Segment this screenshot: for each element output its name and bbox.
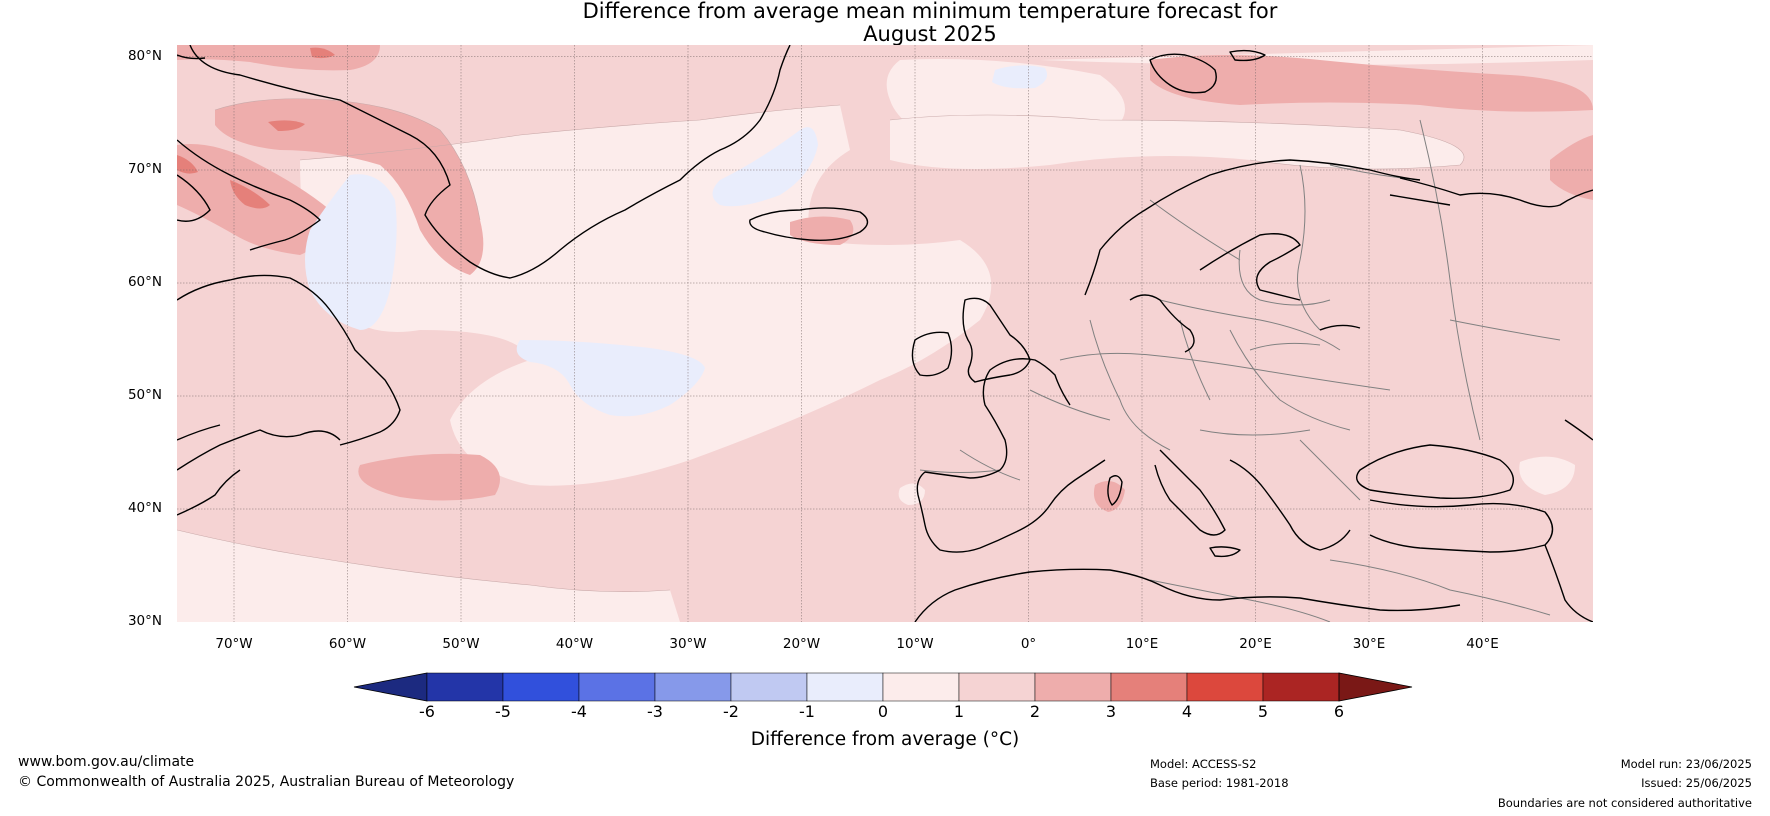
colorbar-tick: 5 [1257, 702, 1269, 721]
anomaly-region-3-4 [310, 47, 335, 59]
country-borders [919, 119, 1561, 622]
colorbar-tick: 6 [1333, 702, 1345, 721]
colorbar-segment [1262, 672, 1340, 702]
lat-label-40n: 40°N [127, 500, 162, 516]
coast-north-africa [914, 568, 1461, 622]
anomaly-region-0-1 [1519, 456, 1575, 495]
anomaly-region-0-1 [890, 115, 1464, 169]
colorbar-over-extension [1338, 672, 1413, 702]
coast-western-europe [916, 358, 1106, 553]
anomaly-region-2-3 [215, 98, 484, 275]
colorbar-tick: -6 [419, 702, 435, 721]
contour-lines [177, 98, 1465, 592]
colorbar-tick: -5 [495, 702, 511, 721]
lat-label-70n: 70°N [127, 161, 162, 177]
colorbar-segment [578, 672, 656, 702]
colorbar-segment [1034, 672, 1112, 702]
footer-base-period: Base period: 1981-2018 [1150, 776, 1289, 790]
coast-scandinavia [1084, 159, 1421, 296]
colorbar-tick: 2 [1029, 702, 1041, 721]
lon-label-0: 0° [1020, 636, 1037, 652]
colorbar-segment [730, 672, 808, 702]
colorbar-tick: -1 [799, 702, 815, 721]
footer-model: Model: ACCESS-S2 [1150, 757, 1257, 771]
colorbar-under-extension [353, 672, 428, 702]
anomaly-region-minus1-0 [992, 65, 1048, 89]
colorbar-tick: 4 [1181, 702, 1193, 721]
anomaly-region-minus1-0 [712, 127, 818, 207]
lat-label-30n: 30°N [127, 613, 162, 629]
colorbar-segment [882, 672, 960, 702]
anomaly-region-2-3 [790, 216, 854, 245]
lon-label-30e: 30°E [1352, 636, 1386, 652]
graticule [177, 45, 1593, 622]
coast-great-britain [962, 297, 1031, 383]
coast-baffin [177, 139, 321, 251]
footer-issued: Issued: 25/06/2025 [1641, 776, 1752, 790]
anomaly-region-3-4 [177, 155, 198, 174]
colorbar-tick: 1 [953, 702, 965, 721]
anomaly-region-minus1-0 [516, 340, 705, 417]
coast-caspian [1564, 419, 1593, 441]
lon-label-50w: 50°W [442, 636, 480, 652]
title-line-2: August 2025 [863, 22, 997, 46]
lon-label-40e: 40°E [1466, 636, 1499, 652]
coast-black-sea [1356, 444, 1514, 499]
colorbar-segment [502, 672, 580, 702]
map-area [177, 45, 1593, 622]
colorbar-tick: -3 [647, 702, 663, 721]
lon-label-10w: 10°W [896, 636, 934, 652]
anomaly-region-minus1-0 [305, 174, 397, 330]
footer-model-run: Model run: 23/06/2025 [1620, 757, 1752, 771]
lon-label-20w: 20°W [782, 636, 821, 652]
coast-ireland [911, 331, 953, 377]
colorbar-tick: -4 [571, 702, 587, 721]
footer-copyright: © Commonwealth of Australia 2025, Austra… [18, 774, 515, 790]
anomaly-region-0-1 [898, 483, 925, 505]
footer-disclaimer: Boundaries are not considered authoritat… [1497, 796, 1752, 810]
lon-label-30w: 30°W [669, 636, 707, 652]
coast-svalbard [1149, 53, 1217, 94]
colorbar-tick: 0 [877, 702, 889, 721]
lat-label-60n: 60°N [127, 274, 162, 290]
coast-russia-arctic [1399, 177, 1593, 208]
colorbar-segment [426, 672, 504, 702]
lon-label-40w: 40°W [555, 636, 594, 652]
colorbar-segment [1110, 672, 1188, 702]
colorbar-tick: 3 [1105, 702, 1117, 721]
anomaly-region-2-3 [1093, 481, 1125, 512]
coast-labrador [177, 274, 401, 446]
colorbar-segment [806, 672, 884, 702]
coast-balkans [1229, 459, 1351, 551]
colorbar-segment [654, 672, 732, 702]
colorbar-tick: -2 [723, 702, 739, 721]
colorbar-label: Difference from average (°C) [750, 729, 1020, 750]
anomaly-region-2-3 [1550, 135, 1593, 200]
coast-iceland [749, 207, 869, 242]
anomaly-region-3-4 [268, 120, 305, 131]
lon-label-20e: 20°E [1239, 636, 1272, 652]
coast-greenland [189, 45, 791, 279]
coast-italy [1154, 449, 1226, 536]
title-line-1: Difference from average mean minimum tem… [582, 0, 1278, 23]
lon-label-70w: 70°W [215, 636, 253, 652]
anomaly-region-0-1 [177, 530, 680, 622]
lon-label-10e: 10°E [1125, 636, 1159, 652]
colorbar-segment [1186, 672, 1264, 702]
lat-label-50n: 50°N [127, 387, 162, 403]
lon-label-60w: 60°W [328, 636, 367, 652]
coast-anatolia [1369, 499, 1554, 553]
anomaly-region-3-4 [230, 180, 270, 209]
coastlines [177, 45, 1593, 622]
anomaly-region-2-3 [358, 453, 500, 501]
colorbar-segment [958, 672, 1036, 702]
chart-title: Difference from average mean minimum tem… [0, 0, 1770, 46]
lat-label-80n: 80°N [127, 48, 162, 64]
footer-url: www.bom.gov.au/climate [18, 754, 195, 770]
colorbar [353, 672, 1413, 702]
